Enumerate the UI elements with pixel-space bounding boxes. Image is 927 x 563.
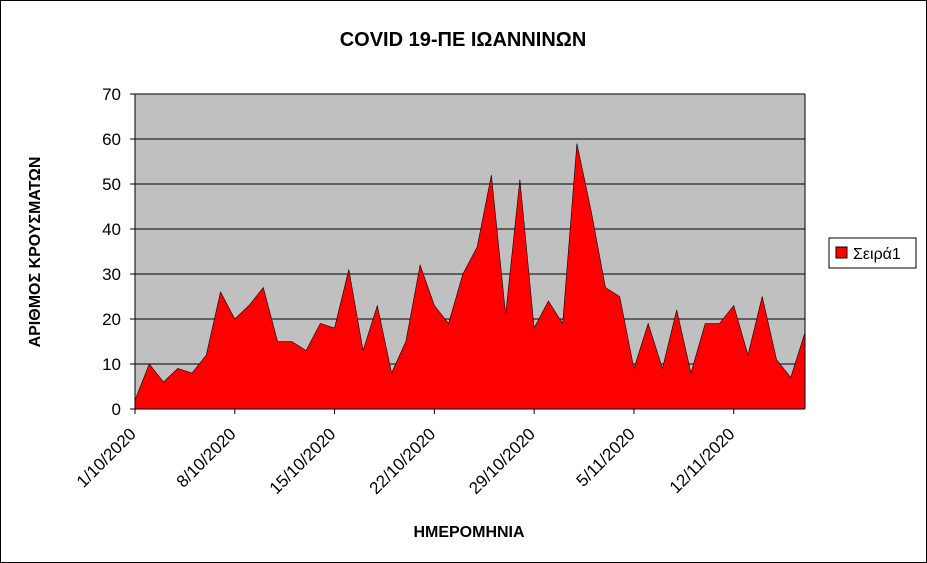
axes [130,93,806,414]
x-axis-title: ΗΜΕΡΟΜΗΝΙΑ [413,524,525,541]
chart-title: COVID 19-ΠΕ ΙΩΑΝΝΙΝΩΝ [340,29,587,51]
y-axis-title: ΑΡΙΘΜΟΣ ΚΡΟΥΣΜΑΤΩΝ [27,157,44,348]
legend: Σειρά1 [828,237,917,269]
x-tick-label: 29/10/2020 [465,424,539,498]
legend-swatch [835,246,848,259]
x-tick-label: 1/10/2020 [73,424,140,491]
y-tick-label: 30 [102,265,121,284]
y-tick-label: 60 [102,130,121,149]
y-tick-label: 0 [112,400,121,419]
x-tick-label: 5/11/2020 [573,424,639,490]
y-tick-label: 20 [102,310,121,329]
y-tick-labels: 0 10 20 30 40 50 60 70 [102,85,121,419]
x-tick-label: 15/10/2020 [266,424,340,498]
x-tick-label: 12/11/2020 [666,424,739,497]
data-area-series [134,143,806,410]
x-tick-labels: 1/10/2020 8/10/2020 15/10/2020 22/10/2020 29… [73,424,739,498]
legend-box [828,237,917,269]
x-tick-label: 8/10/2020 [173,424,240,491]
y-tick-label: 70 [102,85,121,104]
legend-label: Σειρά1 [853,246,901,263]
y-tick-label: 50 [102,175,121,194]
y-tick-label: 40 [102,220,121,239]
y-tick-label: 10 [102,355,121,374]
x-tick-label: 22/10/2020 [366,424,440,498]
